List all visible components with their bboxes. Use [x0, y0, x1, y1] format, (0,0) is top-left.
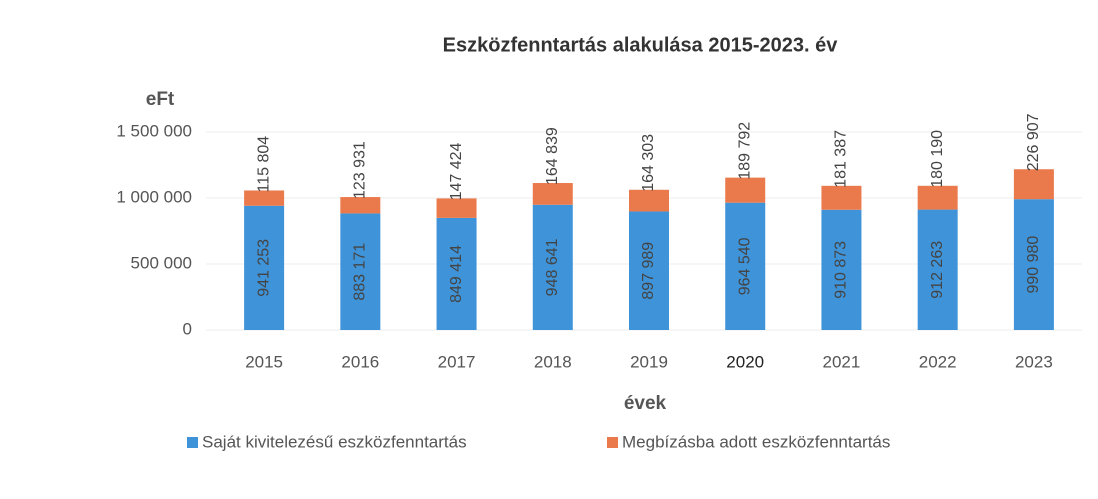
data-label: 180 190 [929, 130, 946, 188]
bar-segment [340, 197, 381, 214]
data-label: 941 253 [255, 239, 272, 297]
data-label: 164 839 [544, 127, 561, 185]
bar-segment [917, 185, 958, 210]
x-tick-label: 2021 [823, 352, 861, 371]
data-label: 115 804 [255, 136, 272, 193]
y-tick-label: 1 000 000 [116, 187, 192, 206]
bar-segment [821, 185, 862, 210]
y-tick-label: 1 500 000 [116, 121, 192, 140]
data-label: 181 387 [833, 130, 850, 188]
chart-title: Eszközfenntartás alakulása 2015-2023. év [443, 34, 839, 56]
data-label: 912 263 [929, 241, 946, 299]
x-tick-label: 2023 [1015, 352, 1053, 371]
legend-swatch [187, 437, 198, 448]
bar-segment [244, 190, 285, 206]
bar-segment [244, 205, 285, 330]
x-tick-label: 2015 [245, 352, 283, 371]
y-tick-label: 500 000 [131, 253, 192, 272]
x-axis-title: évek [624, 393, 667, 414]
bar-segment [532, 183, 573, 205]
bar-segment [532, 204, 573, 330]
data-label: 964 540 [736, 237, 753, 295]
data-label: 147 424 [448, 142, 465, 200]
bar-segment [725, 177, 766, 203]
bar-segment [629, 189, 669, 212]
data-label: 990 980 [1025, 236, 1042, 294]
bar-segment [436, 198, 477, 218]
bar-segment [1013, 199, 1054, 330]
bar-segment [629, 211, 669, 330]
data-label: 189 792 [736, 122, 753, 180]
bar-segment [821, 209, 862, 330]
data-label: 910 873 [833, 241, 850, 299]
legend-label: Megbízásba adott eszközfenntartás [622, 432, 890, 451]
data-label: 897 989 [640, 242, 657, 300]
x-tick-label: 2018 [534, 352, 572, 371]
data-label: 226 907 [1025, 113, 1042, 171]
y-axis-title: eFt [146, 89, 175, 110]
bar-segment [1013, 169, 1054, 200]
bar-segment [917, 209, 958, 330]
y-tick-label: 0 [183, 319, 192, 338]
x-tick-label: 2020 [726, 352, 764, 371]
data-label: 883 171 [352, 243, 369, 301]
x-tick-label: 2019 [630, 352, 668, 371]
data-label: 164 303 [640, 134, 657, 192]
data-label: 123 931 [352, 141, 369, 199]
bar-segment [340, 213, 381, 330]
x-tick-label: 2017 [438, 352, 476, 371]
bar-segment [436, 217, 477, 330]
bar-segment [725, 202, 766, 330]
legend-swatch [607, 437, 618, 448]
data-label: 849 414 [448, 245, 465, 303]
x-tick-label: 2022 [919, 352, 957, 371]
data-label: 948 641 [544, 238, 561, 296]
x-tick-label: 2016 [341, 352, 379, 371]
legend-label: Saját kivitelezésű eszközfenntartás [202, 432, 467, 451]
